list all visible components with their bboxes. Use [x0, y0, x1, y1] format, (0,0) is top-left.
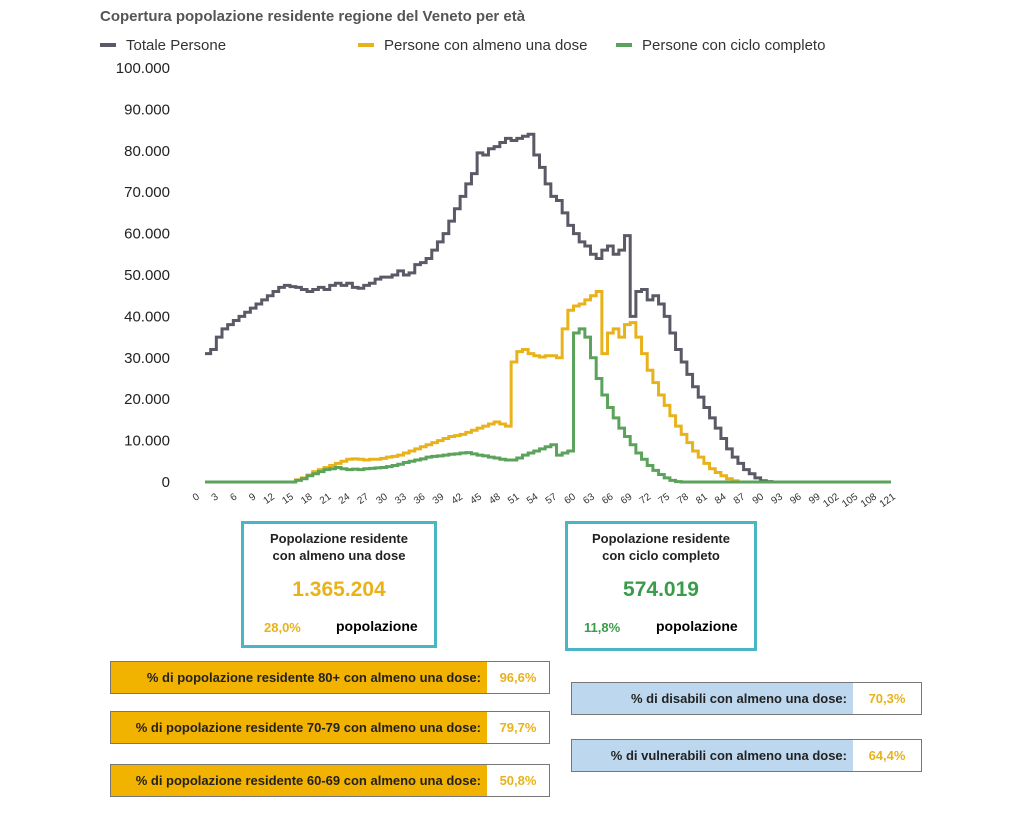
stat-title-line2: con almeno una dose [272, 548, 406, 563]
x-tick-label: 108 [859, 491, 879, 510]
group-row-label: % di disabili con almeno una dose: [572, 683, 853, 714]
legend-item-totale: Totale Persone [100, 36, 226, 54]
x-tick-label: 21 [318, 491, 334, 507]
x-tick-label: 45 [468, 491, 484, 507]
age-row-80plus: % di popolazione residente 80+ con almen… [110, 661, 550, 694]
x-tick-label: 24 [337, 491, 353, 507]
y-axis: 0 10.000 20.000 30.000 40.000 50.000 60.000 70.… [116, 60, 170, 491]
legend-item-almeno-una-dose: Persone con almeno una dose [358, 36, 587, 54]
legend-label-almeno-una-dose: Persone con almeno una dose [384, 36, 588, 54]
x-tick-label: 57 [544, 491, 560, 507]
y-tick-label: 40.000 [124, 308, 170, 325]
x-tick-label: 66 [600, 491, 616, 507]
age-row-label: % di popolazione residente 80+ con almen… [111, 662, 487, 693]
legend-label-totale: Totale Persone [126, 36, 227, 54]
x-tick-label: 63 [581, 491, 597, 507]
x-tick-label: 69 [619, 491, 635, 507]
age-row-label: % di popolazione residente 60-69 con alm… [111, 765, 487, 796]
x-tick-label: 90 [751, 491, 767, 507]
stat-box-ciclo-completo: Popolazione residente con ciclo completo… [565, 521, 757, 651]
age-row-value: 96,6% [487, 662, 549, 693]
x-tick-label: 96 [788, 491, 804, 507]
x-tick-label: 81 [694, 491, 710, 507]
group-row-disabili: % di disabili con almeno una dose: 70,3% [571, 682, 922, 715]
y-tick-label: 60.000 [124, 226, 170, 243]
legend-swatch-ciclo-completo [616, 43, 632, 47]
stat-word-ciclo-completo: popolazione [656, 618, 738, 634]
group-row-label: % di vulnerabili con almeno una dose: [572, 740, 853, 771]
x-tick-label: 27 [356, 491, 372, 507]
age-row-70-79: % di popolazione residente 70-79 con alm… [110, 711, 550, 744]
x-tick-label: 3 [210, 491, 221, 503]
y-tick-label: 20.000 [124, 391, 170, 408]
x-tick-label: 33 [393, 491, 409, 507]
stat-percent-almeno-una-dose: 28,0% [264, 620, 301, 635]
legend-item-ciclo-completo: Persone con ciclo completo [616, 36, 825, 54]
stat-title-line1: Popolazione residente [270, 531, 408, 546]
x-tick-label: 99 [807, 491, 823, 507]
x-tick-label: 15 [280, 491, 296, 507]
stat-value-ciclo-completo: 574.019 [623, 578, 699, 601]
y-tick-label: 100.000 [116, 60, 170, 77]
y-tick-label: 90.000 [124, 101, 170, 118]
stat-title-line1: Popolazione residente [592, 531, 730, 546]
line-chart: 0 10.000 20.000 30.000 40.000 50.000 60.000 70.… [116, 60, 898, 510]
x-tick-label: 93 [769, 491, 785, 507]
x-tick-label: 36 [412, 491, 428, 507]
x-tick-label: 6 [228, 491, 239, 503]
x-tick-label: 75 [657, 491, 673, 507]
series-line-0 [205, 132, 891, 484]
x-tick-label: 72 [638, 491, 654, 507]
x-tick-label: 84 [713, 491, 729, 507]
series-lines [205, 132, 891, 484]
stat-value-almeno-una-dose: 1.365.204 [292, 578, 386, 601]
x-tick-label: 87 [732, 491, 748, 507]
y-tick-label: 80.000 [124, 143, 170, 160]
stat-title-almeno-una-dose: Popolazione residente con almeno una dos… [244, 530, 434, 564]
group-row-value: 64,4% [853, 740, 921, 771]
x-tick-label: 78 [675, 491, 691, 507]
x-tick-label: 121 [878, 491, 898, 510]
age-row-value: 50,8% [487, 765, 549, 796]
stat-title-line2: con ciclo completo [602, 548, 720, 563]
y-tick-label: 10.000 [124, 433, 170, 450]
group-row-vulnerabili: % di vulnerabili con almeno una dose: 64… [571, 739, 922, 772]
x-axis: 0 3 6 9 12 15 18 21 24 27 30 33 36 39 42 45 48 51 54 57 60 63… [191, 491, 898, 510]
legend-swatch-totale [100, 43, 116, 47]
x-tick-label: 105 [840, 491, 860, 510]
x-tick-label: 0 [191, 491, 202, 503]
x-tick-label: 54 [525, 491, 541, 507]
y-tick-label: 0 [162, 474, 170, 491]
series-line-2 [205, 327, 891, 484]
x-tick-label: 9 [247, 491, 258, 503]
stat-title-ciclo-completo: Popolazione residente con ciclo completo [568, 530, 754, 564]
stat-percent-ciclo-completo: 11,8% [584, 620, 621, 635]
x-tick-label: 51 [506, 491, 522, 507]
stat-word-almeno-una-dose: popolazione [336, 618, 418, 634]
stat-box-almeno-una-dose: Popolazione residente con almeno una dos… [241, 521, 437, 648]
x-tick-label: 60 [563, 491, 579, 507]
x-tick-label: 42 [450, 491, 466, 507]
chart-title: Copertura popolazione residente regione … [100, 8, 526, 25]
x-tick-label: 39 [431, 491, 447, 507]
legend-label-ciclo-completo: Persone con ciclo completo [642, 36, 826, 54]
x-tick-label: 12 [262, 491, 278, 507]
age-row-60-69: % di popolazione residente 60-69 con alm… [110, 764, 550, 797]
x-tick-label: 18 [299, 491, 315, 507]
group-row-value: 70,3% [853, 683, 921, 714]
series-line-1 [205, 290, 891, 484]
age-row-label: % di popolazione residente 70-79 con alm… [111, 712, 487, 743]
x-tick-label: 102 [821, 491, 841, 510]
y-tick-label: 50.000 [124, 267, 170, 284]
x-tick-label: 48 [487, 491, 503, 507]
y-tick-label: 70.000 [124, 184, 170, 201]
x-tick-label: 30 [374, 491, 390, 507]
legend-swatch-almeno-una-dose [358, 43, 374, 47]
y-tick-label: 30.000 [124, 350, 170, 367]
age-row-value: 79,7% [487, 712, 549, 743]
